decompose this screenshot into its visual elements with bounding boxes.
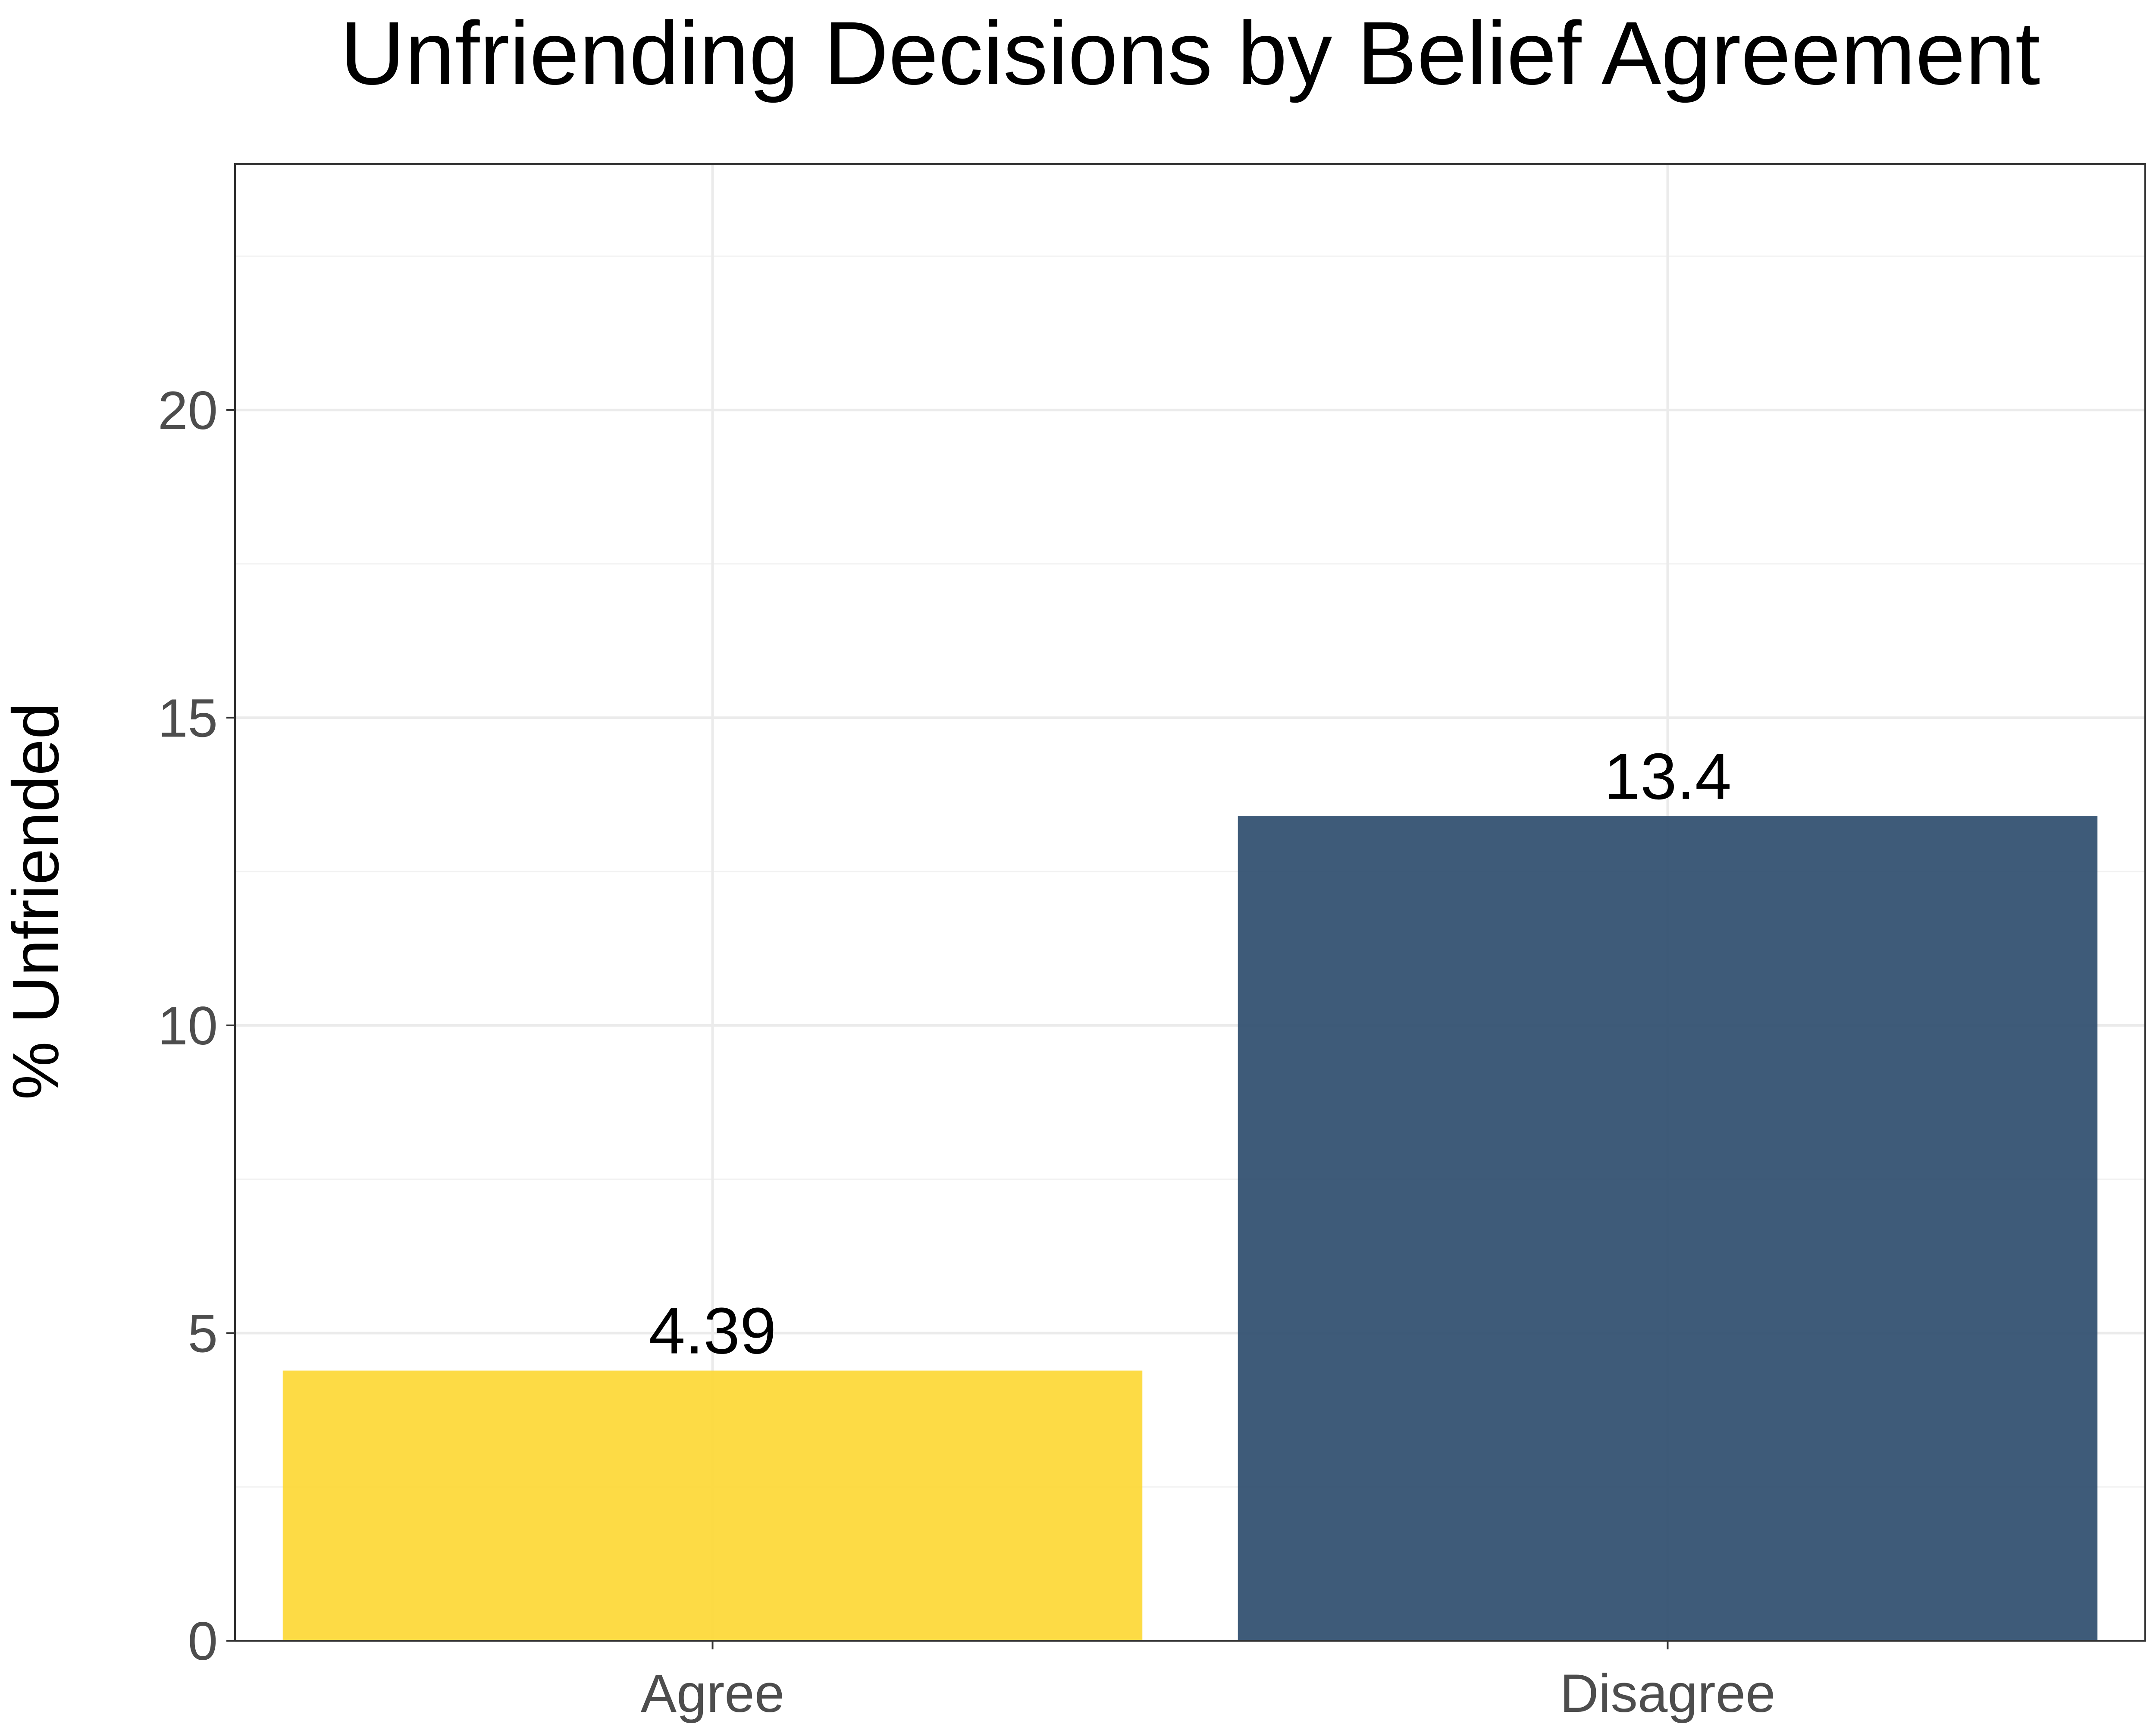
y-tick-label: 15 (158, 688, 218, 748)
y-tick-label: 20 (158, 381, 218, 441)
x-axis-ticks: Agree Disagree (641, 1641, 1776, 1724)
bar-agree (282, 1370, 1143, 1641)
x-tick-label-disagree: Disagree (1560, 1664, 1775, 1724)
data-label-agree: 4.39 (649, 1294, 777, 1368)
x-tick-label-agree: Agree (641, 1664, 785, 1724)
y-tick-label: 5 (188, 1304, 218, 1363)
chart-title: Unfriending Decisions by Belief Agreemen… (340, 3, 2040, 103)
y-axis-ticks: 0 5 10 15 20 (158, 381, 235, 1671)
bar-disagree (1238, 816, 2098, 1641)
y-axis-label: % Unfriended (0, 703, 72, 1100)
y-tick-label: 10 (158, 996, 218, 1056)
data-labels: 4.39 13.4 (649, 740, 1732, 1368)
bars (282, 816, 2098, 1641)
y-tick-label: 0 (188, 1611, 218, 1671)
data-label-disagree: 13.4 (1604, 740, 1732, 813)
plot-panel-border (234, 163, 2146, 1642)
